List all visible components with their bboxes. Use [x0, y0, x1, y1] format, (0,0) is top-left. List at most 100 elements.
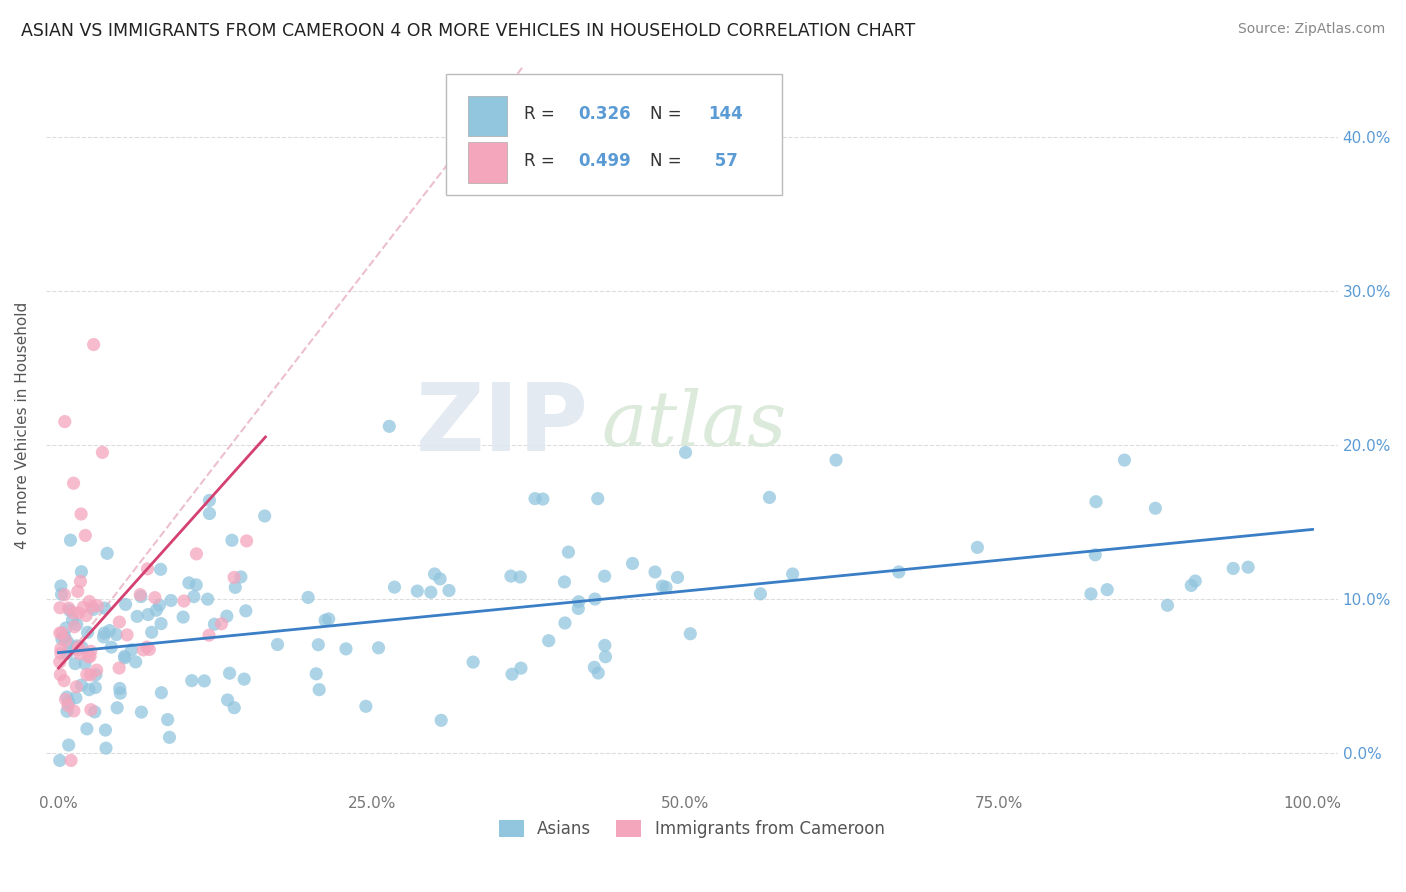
Point — [524, 491, 547, 506]
Point — [73, 657, 96, 671]
Point — [887, 565, 910, 579]
Point — [51, 587, 73, 601]
Point — [193, 673, 215, 688]
Point — [100, 640, 122, 654]
Point — [127, 609, 149, 624]
Point — [62, 613, 84, 627]
Point — [86, 663, 108, 677]
Text: R =: R = — [524, 152, 560, 169]
Point — [586, 491, 609, 506]
Text: atlas: atlas — [602, 388, 787, 462]
Point — [65, 680, 87, 694]
Point — [305, 666, 328, 681]
Point — [149, 562, 172, 576]
Point — [63, 657, 86, 671]
Point — [56, 690, 79, 704]
Point — [217, 693, 239, 707]
Point — [150, 616, 173, 631]
Point — [430, 714, 453, 728]
Point — [72, 600, 94, 615]
Point — [554, 615, 576, 630]
Point — [553, 574, 575, 589]
Point — [173, 594, 195, 608]
Point — [1114, 453, 1136, 467]
Text: N =: N = — [651, 105, 688, 123]
Point — [65, 640, 87, 655]
Point — [186, 547, 208, 561]
Bar — [468, 96, 508, 136]
Point — [557, 545, 579, 559]
Text: N =: N = — [651, 152, 688, 169]
Point — [1156, 599, 1178, 613]
Point — [224, 581, 246, 595]
Point — [1184, 574, 1206, 588]
Point — [675, 445, 697, 459]
Point — [215, 609, 238, 624]
Point — [84, 667, 107, 681]
Point — [76, 625, 98, 640]
Point — [679, 626, 702, 640]
Point — [70, 565, 93, 579]
Point — [266, 638, 288, 652]
Point — [70, 507, 93, 521]
Point — [114, 598, 136, 612]
Point — [114, 651, 136, 665]
Point — [583, 592, 606, 607]
Point — [145, 603, 167, 617]
Point — [49, 579, 72, 593]
Point — [510, 661, 533, 675]
Point — [108, 681, 131, 696]
Text: ZIP: ZIP — [416, 379, 589, 472]
Point — [65, 690, 87, 705]
Point — [143, 591, 166, 605]
Point — [58, 738, 80, 752]
Point — [825, 453, 848, 467]
Point — [186, 578, 208, 592]
Point — [94, 741, 117, 756]
Point — [966, 541, 988, 555]
Point — [136, 607, 159, 622]
Point — [1180, 578, 1202, 592]
Point — [69, 574, 91, 589]
Point — [568, 595, 591, 609]
Point — [94, 723, 117, 737]
Point — [79, 594, 101, 608]
Point — [160, 593, 183, 607]
Point — [423, 566, 446, 581]
Point — [82, 602, 104, 616]
Point — [66, 584, 89, 599]
Point — [110, 686, 132, 700]
Point — [58, 695, 80, 709]
Point — [63, 704, 86, 718]
Point — [93, 601, 115, 615]
Point — [138, 642, 160, 657]
Point — [437, 583, 460, 598]
Point — [63, 620, 86, 634]
Point — [1144, 501, 1167, 516]
Point — [67, 642, 90, 657]
Point — [56, 635, 79, 649]
Point — [77, 649, 100, 664]
Point — [52, 630, 75, 644]
Point — [77, 682, 100, 697]
Point — [1222, 561, 1244, 575]
Point — [221, 533, 243, 548]
Point — [233, 672, 256, 686]
Point — [79, 649, 101, 664]
Text: 144: 144 — [709, 105, 744, 123]
Point — [183, 590, 205, 604]
Point — [593, 638, 616, 652]
Point — [198, 493, 221, 508]
Point — [115, 628, 138, 642]
Point — [76, 722, 98, 736]
Point — [49, 641, 72, 656]
Point — [198, 628, 221, 642]
Point — [75, 608, 97, 623]
Text: 57: 57 — [709, 152, 738, 169]
Point — [59, 603, 82, 617]
Point — [354, 699, 377, 714]
Point — [67, 606, 90, 620]
Point — [84, 681, 107, 695]
Point — [148, 598, 170, 612]
Point — [297, 591, 319, 605]
